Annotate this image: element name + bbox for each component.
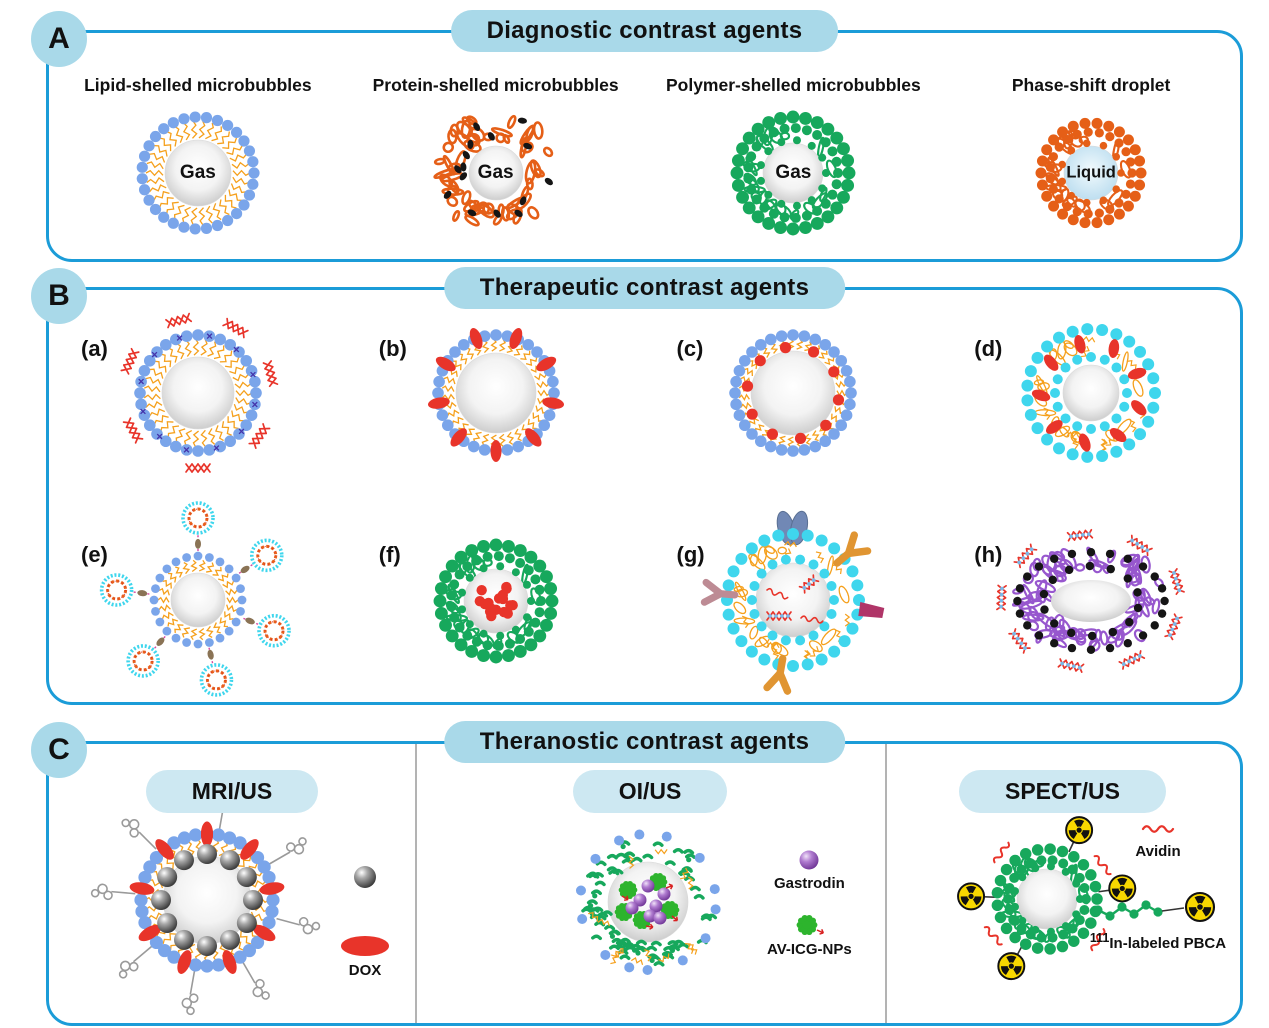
dox-drug-icon bbox=[341, 936, 389, 956]
liposome-conjugated-microbubble-icon bbox=[99, 500, 291, 697]
therapeutic-item-b: (b) bbox=[347, 290, 645, 496]
legend-label: Gastrodin bbox=[773, 875, 845, 892]
therapeutic-item-g: (g) bbox=[645, 496, 943, 702]
figure-label: (d) bbox=[974, 336, 1003, 361]
panel-diagnostic: A Diagnostic contrast agents Lipid-shell… bbox=[31, 10, 1243, 262]
oi-us-title: OI/US bbox=[572, 770, 728, 813]
spect-us-microbubble-icon bbox=[957, 816, 1137, 981]
polymer-shelled-microbubble-icon bbox=[730, 110, 856, 236]
panel-a-title: Diagnostic contrast agents bbox=[450, 10, 839, 52]
panel-theranostic: C Theranostic contrast agents MRI/US DOX bbox=[31, 721, 1243, 1026]
drug-core-polymer-microbubble-icon bbox=[433, 538, 559, 663]
figure-label: (a) bbox=[81, 336, 108, 361]
iron-oxide-nanoparticle-icon bbox=[354, 866, 376, 888]
spect-us-title: SPECT/US bbox=[958, 770, 1167, 813]
legend-item-gastrodin: Gastrodin bbox=[774, 848, 845, 892]
figure-label: (g) bbox=[676, 542, 705, 567]
figure-label: (e) bbox=[81, 542, 108, 567]
protein-shelled-microbubble-icon bbox=[432, 114, 553, 227]
legend-item-dox: DOX bbox=[335, 933, 395, 979]
therapeutic-item-f: (f) bbox=[347, 496, 645, 702]
legend-item-iron-oxide bbox=[335, 862, 395, 895]
panel-b-title: Therapeutic contrast agents bbox=[443, 267, 846, 309]
theranostic-column-mri-us: MRI/US DOX bbox=[49, 744, 415, 1023]
drug-inner-shell-microbubble-icon bbox=[729, 328, 858, 457]
legend-label: Avidin bbox=[1135, 843, 1181, 860]
legend-label: DOX bbox=[348, 962, 382, 979]
oi-us-microbubble-icon bbox=[575, 829, 721, 975]
panel-therapeutic: B Therapeutic contrast agents (a) (b) (c… bbox=[31, 267, 1243, 705]
avidin-icon bbox=[1141, 825, 1175, 833]
ligand-targeted-microbubble-icon bbox=[701, 510, 885, 695]
figure-label: (c) bbox=[676, 336, 704, 361]
figure-title: Phase-shift droplet bbox=[1011, 75, 1171, 95]
nucleic-acid-loaded-microbubble-icon bbox=[120, 312, 279, 473]
column-divider bbox=[415, 744, 417, 1023]
figure-label: (b) bbox=[378, 336, 407, 361]
therapeutic-item-h: (h) bbox=[942, 496, 1240, 702]
figure-label: (h) bbox=[974, 542, 1003, 567]
gene-loaded-polymer-microbubble-icon bbox=[996, 528, 1185, 673]
panel-c-title: Theranostic contrast agents bbox=[443, 721, 846, 763]
legend-label: AV-ICG-NPs bbox=[767, 941, 852, 958]
diagnostic-item-polymer: Polymer-shelled microbubbles Gas bbox=[645, 33, 943, 259]
panel-c-badge: C bbox=[31, 722, 87, 778]
therapeutic-item-e: (e) bbox=[49, 496, 347, 702]
panel-b-badge: B bbox=[31, 268, 87, 324]
figure-title: Polymer-shelled microbubbles bbox=[665, 75, 921, 95]
figure-title: Lipid-shelled microbubbles bbox=[84, 75, 312, 95]
phase-shift-droplet-icon bbox=[1035, 117, 1147, 229]
panel-a-badge: A bbox=[31, 11, 87, 67]
legend-label: 111In-labeled PBCA bbox=[1089, 931, 1227, 952]
column-divider bbox=[885, 744, 887, 1023]
diagnostic-item-phase-shift: Phase-shift droplet Liquid bbox=[942, 33, 1240, 259]
therapeutic-item-c: (c) bbox=[645, 290, 943, 496]
diagnostic-item-protein: Protein-shelled microbubbles Gas bbox=[347, 33, 645, 259]
legend-item-in111-pbca: 111In-labeled PBCA bbox=[1088, 886, 1228, 952]
theranostic-column-oi-us: OI/US Gastrodin AV-ICG-NPs bbox=[415, 744, 885, 1023]
therapeutic-item-a: (a) bbox=[49, 290, 347, 496]
lipid-shelled-microbubble-icon bbox=[136, 111, 260, 235]
mri-us-title: MRI/US bbox=[145, 770, 319, 813]
figure-label: (f) bbox=[378, 542, 401, 567]
av-icg-nanoparticle-icon bbox=[796, 914, 825, 936]
drug-in-shell-microbubble-icon bbox=[427, 327, 564, 462]
mri-us-microbubble-icon bbox=[90, 784, 321, 1016]
double-layer-drug-microbubble-icon bbox=[1021, 322, 1162, 463]
legend-item-avidin: Avidin bbox=[1135, 818, 1181, 860]
therapeutic-item-d: (d) bbox=[942, 290, 1240, 496]
theranostic-column-spect-us: SPECT/US Avidin 111In-labeled PBCA bbox=[885, 744, 1240, 1023]
in111-labeled-pbca-icon bbox=[1093, 891, 1216, 923]
gastrodin-icon bbox=[799, 850, 819, 870]
diagnostic-item-lipid: Lipid-shelled microbubbles Gas bbox=[49, 33, 347, 259]
figure-title: Protein-shelled microbubbles bbox=[372, 75, 619, 95]
legend-item-av-icg-nps: AV-ICG-NPs bbox=[767, 912, 852, 958]
